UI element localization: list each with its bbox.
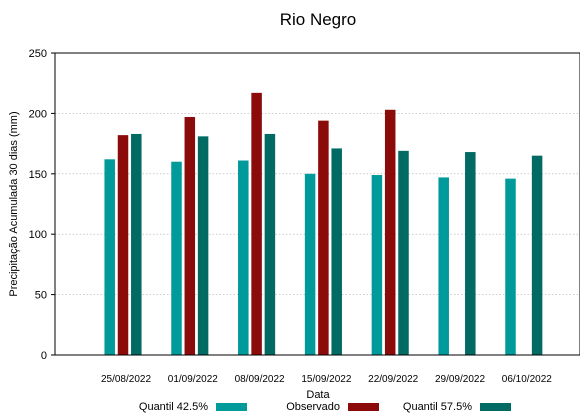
x-tick-label-0: 25/08/2022 [101,374,151,385]
bar-0-1 [171,161,182,355]
y-tick-label-0: 0 [41,350,47,362]
legend-swatch-1 [348,403,379,411]
x-tick-label-4: 22/09/2022 [368,374,418,385]
bar-1-0 [117,135,129,355]
x-axis-ticks: 25/08/2022 01/09/2022 08/09/2022 15/09/2022… [101,374,552,385]
x-tick-label-5: 29/09/2022 [435,374,485,385]
bar-0-0 [104,159,115,355]
bar-2-2 [264,133,276,355]
bar-2-4 [398,150,409,355]
x-tick-label-6: 06/10/2022 [502,374,552,385]
bar-0-6 [505,178,516,355]
y-tick-label-4: 200 [29,108,47,120]
bar-2-3 [331,148,342,355]
legend-label-2: Quantil 57.5% [403,401,472,413]
y-axis-label: Precipitação Acumulada 30 dias (mm) [8,111,20,296]
bar-2-0 [131,133,142,355]
legend-swatch-0 [216,403,247,411]
grid-lines [55,113,580,295]
x-tick-label-3: 15/09/2022 [301,374,351,385]
bars [104,92,543,356]
y-tick-label-1: 50 [35,290,47,302]
bar-0-2 [238,160,249,355]
chart-title: Rio Negro [280,10,357,29]
plot-frame [54,52,580,356]
y-axis-ticks: 0 50 100 150 200 250 [29,48,55,362]
y-tick-label-2: 100 [29,229,47,241]
bar-2-6 [531,155,543,355]
legend-label-0: Quantil 42.5% [139,401,208,413]
bar-1-4 [384,109,396,355]
x-tick-label-2: 08/09/2022 [235,374,285,385]
bar-1-1 [184,117,196,356]
legend-label-1: Observado [286,401,340,413]
y-tick-label-5: 250 [29,48,47,60]
bar-0-5 [438,177,449,355]
bar-2-5 [465,152,476,355]
bar-2-1 [197,136,209,355]
x-tick-label-1: 01/09/2022 [168,374,218,385]
bar-0-3 [304,173,316,355]
bar-1-3 [318,120,329,356]
x-axis-label: Data [306,389,330,401]
bar-0-4 [371,175,383,355]
y-tick-label-3: 150 [29,169,47,181]
bar-1-2 [251,92,262,356]
legend-swatch-2 [480,403,511,411]
legend: Quantil 42.5% Observado Quantil 57.5% [139,401,511,413]
